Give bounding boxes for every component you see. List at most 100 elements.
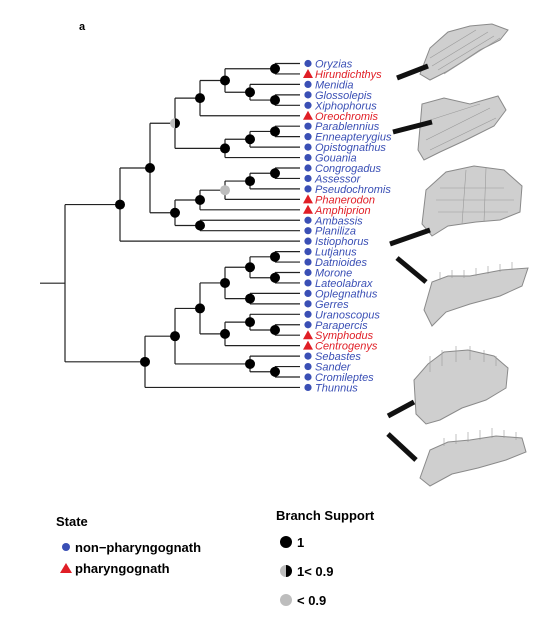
support-node-full bbox=[245, 134, 255, 145]
support-node-full bbox=[220, 75, 230, 86]
non-pharyngognath-legend-symbol bbox=[62, 543, 70, 551]
pharyngognath-tip-marker bbox=[303, 330, 313, 340]
support-node-low bbox=[220, 185, 230, 196]
branch-support-nodes bbox=[115, 63, 280, 377]
support-half-legend-label: 1< 0.9 bbox=[297, 564, 334, 579]
non-pharyngognath-tip-marker bbox=[304, 122, 312, 130]
taxon-label: Istiophorus bbox=[315, 236, 369, 248]
support-node-full bbox=[270, 251, 280, 262]
support-node-full bbox=[140, 356, 150, 367]
non-pharyngognath-tip-marker bbox=[304, 383, 312, 392]
non-pharyngognath-tip-marker bbox=[304, 227, 312, 235]
taxon-label: Gouania bbox=[315, 153, 357, 165]
jaw-illustrations bbox=[386, 23, 529, 487]
non-pharyngognath-tip-marker bbox=[304, 373, 312, 381]
pharyngognath-tip-marker bbox=[303, 204, 313, 214]
pharyngognath-tip-marker bbox=[303, 340, 313, 350]
panel-label: a bbox=[79, 21, 86, 33]
support-node-full bbox=[220, 328, 230, 339]
non-pharyngognath-tip-marker bbox=[304, 164, 312, 172]
support-low-legend-label: < 0.9 bbox=[297, 593, 326, 608]
support-node-full bbox=[245, 176, 255, 187]
support-node-full bbox=[245, 293, 255, 304]
non-pharyngognath-tip-marker bbox=[304, 153, 312, 162]
support-node-full bbox=[270, 272, 280, 283]
taxon-label: Lateolabrax bbox=[315, 278, 373, 290]
taxon-label: Gerres bbox=[315, 299, 349, 311]
support-node-full bbox=[270, 126, 280, 137]
taxon-label: Cromileptes bbox=[315, 372, 374, 384]
legend: State non−pharyngognath pharyngognath Br… bbox=[56, 508, 375, 608]
non-pharyngognath-tip-marker bbox=[304, 310, 312, 318]
support-node-full bbox=[245, 358, 255, 369]
non-pharyngognath-tip-marker bbox=[304, 237, 312, 245]
taxon-label: Phanerodon bbox=[315, 194, 375, 206]
support-node-full bbox=[170, 331, 180, 342]
pharyngognath-legend-label: pharyngognath bbox=[75, 561, 170, 576]
support-node-full bbox=[115, 199, 125, 210]
support-node-full bbox=[220, 277, 230, 288]
pharyngognath-tip-marker bbox=[303, 194, 313, 204]
taxon-label: Oplegnathus bbox=[315, 288, 378, 300]
support-node-full bbox=[195, 220, 205, 231]
non-pharyngognath-tip-marker bbox=[304, 268, 312, 277]
taxon-label: Congrogadus bbox=[315, 163, 382, 175]
non-pharyngognath-legend-label: non−pharyngognath bbox=[75, 540, 201, 555]
support-full-legend-symbol bbox=[280, 536, 292, 548]
taxon-label: Menidia bbox=[315, 79, 354, 91]
non-pharyngognath-tip-marker bbox=[304, 101, 312, 109]
support-node-full bbox=[220, 143, 230, 154]
non-pharyngognath-tip-marker bbox=[304, 174, 312, 183]
support-node-full bbox=[270, 366, 280, 377]
support-node-full bbox=[195, 195, 205, 206]
taxon-label: Uranoscopus bbox=[315, 309, 380, 321]
taxon-label: Pseudochromis bbox=[315, 184, 391, 196]
non-pharyngognath-tip-marker bbox=[304, 143, 312, 151]
support-node-full bbox=[270, 324, 280, 335]
jaw-bone-image-6 bbox=[419, 428, 527, 487]
support-node-full bbox=[145, 163, 155, 173]
non-pharyngognath-tip-marker bbox=[304, 300, 312, 308]
non-pharyngognath-tip-marker bbox=[304, 248, 312, 256]
taxon-tips: OryziasHirundichthysMenidiaGlossolepisXi… bbox=[303, 59, 392, 394]
pharyngognath-legend-symbol bbox=[60, 563, 72, 573]
pharyngognath-tip-marker bbox=[303, 110, 313, 120]
taxon-label: Sebastes bbox=[315, 351, 361, 363]
support-node-full bbox=[195, 303, 205, 314]
taxon-label: Parablennius bbox=[315, 121, 380, 133]
branch-support-legend-title: Branch Support bbox=[276, 508, 375, 523]
non-pharyngognath-tip-marker bbox=[304, 216, 312, 224]
taxon-label: Glossolepis bbox=[315, 90, 372, 102]
support-node-full bbox=[170, 207, 180, 218]
non-pharyngognath-tip-marker bbox=[304, 185, 312, 193]
support-half-legend-fill bbox=[286, 565, 292, 577]
support-node-half-fill bbox=[175, 118, 180, 129]
jaw-bone-image-5 bbox=[413, 346, 509, 425]
jaw-bone-image-1 bbox=[419, 23, 509, 81]
pharyngognath-tip-marker bbox=[303, 68, 313, 78]
taxon-label: Ambassis bbox=[314, 215, 363, 227]
support-node-full bbox=[270, 95, 280, 106]
taxon-label: Sander bbox=[315, 362, 352, 374]
support-node-full bbox=[270, 63, 280, 74]
support-node-full bbox=[270, 168, 280, 179]
non-pharyngognath-tip-marker bbox=[304, 289, 312, 297]
support-node-full bbox=[245, 317, 255, 328]
taxon-label: Xiphophorus bbox=[314, 100, 377, 112]
taxon-label: Morone bbox=[315, 268, 352, 280]
support-low-legend-symbol bbox=[280, 594, 292, 606]
taxon-label: Hirundichthys bbox=[315, 69, 382, 81]
taxon-label: Assessor bbox=[314, 173, 362, 185]
taxon-label: Oreochromis bbox=[315, 111, 378, 123]
non-pharyngognath-tip-marker bbox=[304, 279, 312, 287]
taxon-label: Planiliza bbox=[315, 226, 356, 238]
state-legend-title: State bbox=[56, 514, 88, 529]
taxon-label: Datnioides bbox=[315, 257, 367, 269]
support-node-full bbox=[245, 262, 255, 273]
non-pharyngognath-tip-marker bbox=[304, 91, 312, 99]
support-node-full bbox=[195, 93, 205, 104]
jaw-bone-image-3 bbox=[421, 165, 523, 237]
taxon-label: Oryzias bbox=[315, 59, 353, 71]
non-pharyngognath-tip-marker bbox=[304, 362, 312, 371]
